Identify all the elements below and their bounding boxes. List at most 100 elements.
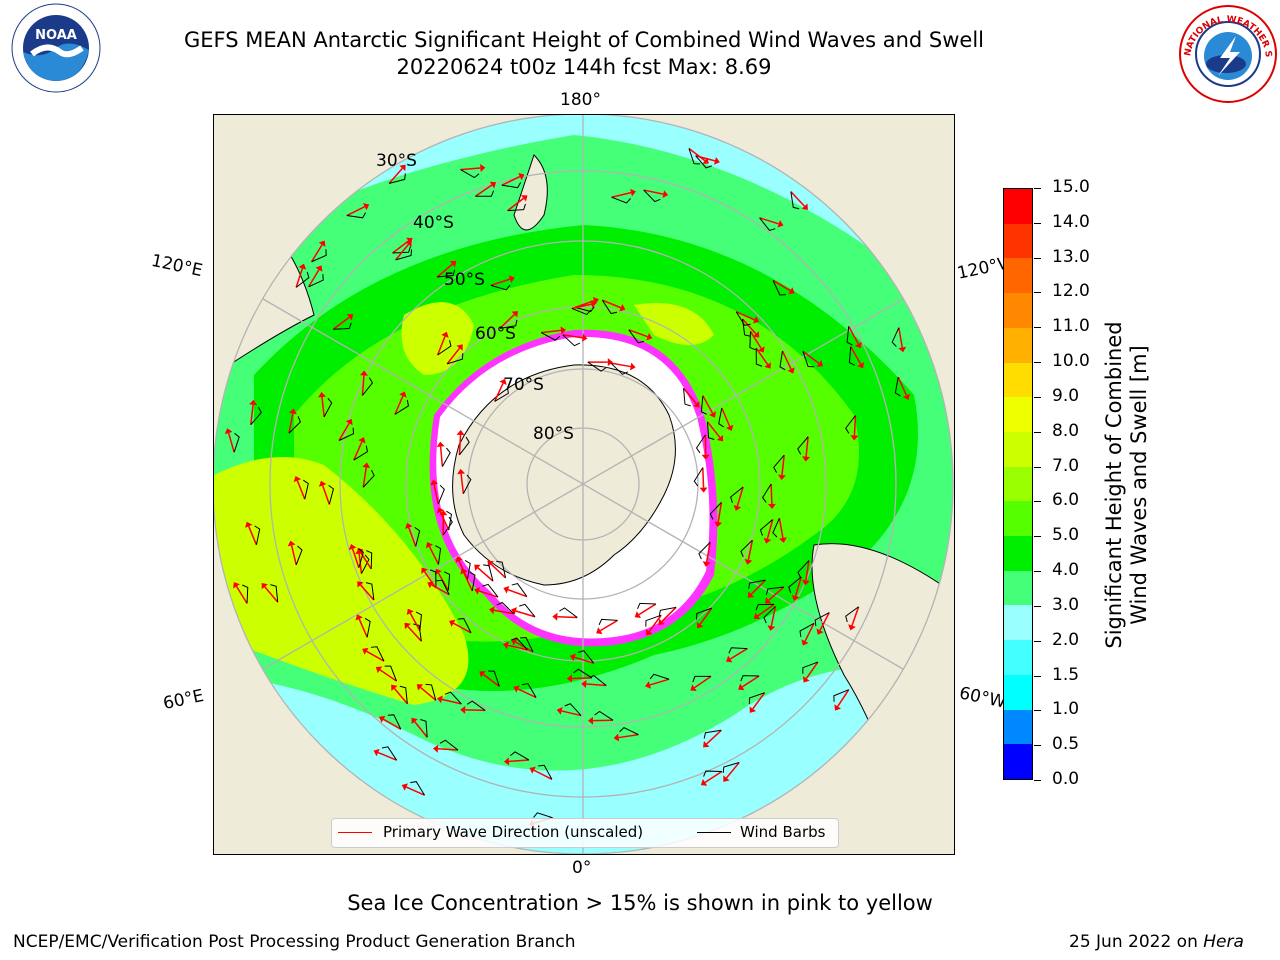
wave-direction-arrowhead: [457, 468, 466, 475]
wind-barb: [346, 212, 367, 219]
wave-direction-arrow: [423, 571, 437, 589]
wave-direction-arrowhead: [511, 638, 518, 646]
wind-barb: [833, 689, 849, 702]
colorbar-tick: [1034, 710, 1041, 712]
wave-direction-arrow: [392, 240, 410, 254]
colorbar-tick: [1034, 257, 1041, 259]
wave-direction-arrow: [638, 603, 657, 616]
wind-barb: [718, 407, 725, 428]
wave-direction-arrow: [704, 770, 723, 783]
colorbar-tick-label: 14.0: [1052, 211, 1090, 232]
wind-barb: [845, 415, 856, 434]
chart-subtitle: 20220624 t00z 144h fcst Max: 8.69: [396, 55, 772, 79]
colorbar-segment: [1004, 570, 1032, 606]
wind-barb: [577, 650, 595, 664]
wind-barb: [338, 427, 355, 441]
wave-direction-arrow: [804, 622, 815, 642]
wind-barb: [365, 550, 373, 569]
colorbar-tick: [1034, 571, 1041, 573]
wave-direction-arrowhead: [480, 164, 486, 173]
legend-wave-label: Primary Wave Direction (unscaled): [383, 823, 644, 841]
wind-barb: [387, 714, 402, 730]
wind-barb: [308, 274, 324, 288]
wave-direction-arrowhead: [733, 504, 742, 511]
wind-barb: [894, 377, 901, 397]
wave-direction-arrowhead: [355, 614, 363, 621]
wind-barb: [540, 332, 561, 341]
wave-direction-arrowhead: [744, 558, 753, 565]
colorbar-tick: [1034, 327, 1041, 329]
wind-barb: [799, 622, 815, 638]
colorbar-tick: [1034, 396, 1041, 398]
wave-direction-arrow: [441, 698, 462, 705]
wind-barb: [740, 675, 760, 682]
wind-barb: [323, 397, 333, 418]
wind-barb: [790, 191, 800, 210]
wave-direction-arrow: [705, 542, 711, 563]
chart-title: GEFS MEAN Antarctic Significant Height o…: [183, 28, 985, 52]
wave-direction-arrowhead: [629, 362, 636, 371]
polar-map: [214, 115, 954, 854]
colorbar-label-line1: Significant Height of Combined: [1102, 321, 1126, 649]
wave-direction-arrowhead: [437, 695, 443, 704]
wind-barb: [362, 377, 374, 396]
wave-direction-arrowhead: [556, 707, 563, 715]
wind-barb: [645, 614, 662, 627]
wave-direction-arrow: [702, 467, 705, 488]
wave-direction-arrow: [805, 436, 809, 457]
wind-barb: [303, 479, 309, 500]
wave-direction-arrowhead: [432, 744, 439, 753]
colorbar-tick-label: 8.0: [1052, 420, 1080, 441]
wave-direction-arrow: [819, 612, 830, 631]
wave-direction-swatch: [338, 832, 372, 833]
wave-direction-arrow: [507, 589, 528, 598]
wave-direction-arrow: [602, 299, 622, 309]
colorbar-segment: [1004, 501, 1032, 537]
wave-direction-arrowhead: [288, 408, 297, 415]
wave-direction-arrowhead: [646, 332, 653, 341]
wave-direction-arrowhead: [318, 480, 327, 487]
wind-barb: [430, 569, 437, 589]
wave-direction-arrowhead: [787, 367, 795, 374]
colorbar-segment: [1004, 223, 1032, 259]
wind-barb: [362, 469, 375, 488]
colorbar-segment: [1004, 640, 1032, 675]
wave-direction-arrow: [288, 413, 294, 434]
lat-label-30s: 30°S: [376, 151, 417, 171]
wave-direction-arrowhead: [590, 300, 597, 309]
wind-barb: [353, 445, 368, 461]
wave-direction-arrow: [463, 572, 473, 592]
colorbar-tick-label: 4.0: [1052, 560, 1080, 581]
colorbar-tick-label: 0.0: [1052, 769, 1080, 789]
wave-direction-arrowhead: [489, 181, 497, 189]
wave-direction-arrow: [805, 661, 819, 679]
lon-label-60w: 60°W: [957, 683, 1008, 713]
wind-barb: [846, 326, 853, 346]
wind-barb: [437, 269, 456, 278]
wave-direction-arrow: [446, 347, 461, 365]
wave-direction-arrowhead: [700, 778, 708, 786]
wave-direction-arrowhead: [816, 360, 823, 367]
wind-barb-swatch: [697, 832, 731, 833]
map-panel: [213, 114, 955, 855]
wave-direction-arrowhead: [646, 629, 653, 636]
wave-direction-arrowhead: [401, 783, 408, 791]
wave-direction-arrowhead: [513, 685, 520, 693]
wave-direction-arrowhead: [318, 392, 327, 398]
wave-direction-arrowhead: [723, 775, 730, 782]
wave-direction-arrowhead: [749, 706, 757, 713]
colorbar-tick: [1034, 431, 1041, 433]
colorbar-tick-label: 0.5: [1052, 734, 1080, 755]
wind-barb: [601, 299, 618, 315]
wind-barb: [384, 665, 397, 682]
wave-direction-arrowhead: [511, 311, 518, 318]
wave-direction-arrow: [648, 614, 662, 632]
wave-direction-arrowhead: [702, 561, 711, 567]
wind-barb: [328, 484, 335, 505]
wave-direction-arrowhead: [474, 564, 481, 571]
wave-direction-arrowhead: [405, 240, 412, 248]
wind-barb: [802, 351, 815, 368]
wind-barb: [389, 173, 406, 184]
wind-barb: [499, 319, 518, 329]
wave-direction-arrowhead: [726, 655, 733, 663]
